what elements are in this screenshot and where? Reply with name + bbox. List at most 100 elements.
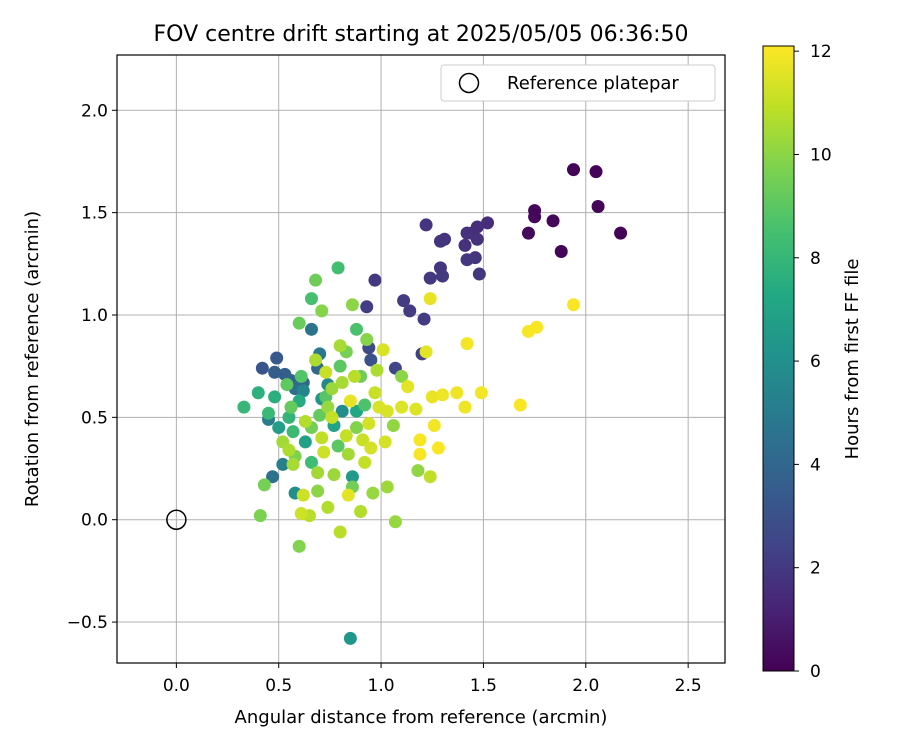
colorbar-ticks: 0 2 4 6 8 10 12 xyxy=(794,42,832,682)
scatter-point xyxy=(313,408,327,422)
scatter-point xyxy=(358,398,372,412)
reference-platepar-marker xyxy=(166,509,187,530)
colorbar-tick-label: 4 xyxy=(810,455,821,475)
legend-marker xyxy=(458,72,480,94)
scatter-point xyxy=(435,388,449,402)
y-tick-label: 0.5 xyxy=(81,408,108,428)
scatter-point xyxy=(325,410,339,424)
scatter-point xyxy=(354,505,368,519)
colorbar-label: Hours from first FF file xyxy=(842,259,863,460)
scatter-point xyxy=(419,218,433,232)
scatter-point xyxy=(309,273,323,287)
scatter-point xyxy=(413,447,427,461)
scatter-point xyxy=(472,267,486,281)
scatter-point xyxy=(350,322,364,336)
x-axis-label: Angular distance from reference (arcmin) xyxy=(235,707,608,728)
scatter-point xyxy=(567,298,581,312)
scatter-point xyxy=(364,441,378,455)
colorbar xyxy=(762,45,795,672)
scatter-point xyxy=(425,390,439,404)
scatter-point xyxy=(395,369,409,383)
scatter-point xyxy=(331,439,345,453)
scatter-point xyxy=(253,509,267,523)
scatter-point xyxy=(327,468,341,482)
scatter-point xyxy=(370,363,384,377)
scatter-point xyxy=(341,488,355,502)
scatter-point xyxy=(272,421,286,435)
scatter-point xyxy=(358,455,372,469)
scatter-point xyxy=(360,300,374,314)
scatter-point xyxy=(304,455,318,469)
x-tick-label: 2.5 xyxy=(675,676,702,696)
scatter-point xyxy=(474,386,488,400)
scatter-point xyxy=(280,378,294,392)
scatter-point xyxy=(255,361,269,375)
scatter-point xyxy=(311,466,325,480)
scatter-point xyxy=(591,199,605,213)
scatter-point xyxy=(335,404,349,418)
chart-title: FOV centre drift starting at 2025/05/05 … xyxy=(154,22,689,47)
colorbar-tick-label: 6 xyxy=(810,352,821,372)
scatter-point xyxy=(294,369,308,383)
scatter-point xyxy=(317,445,331,459)
y-tick-label: 1.0 xyxy=(81,306,108,326)
scatter-point xyxy=(341,447,355,461)
scatter-point xyxy=(397,294,411,308)
plot-frame xyxy=(116,54,726,664)
scatter-point xyxy=(266,470,280,484)
scatter-point xyxy=(450,386,464,400)
colorbar-tick-label: 8 xyxy=(810,249,821,269)
scatter-point xyxy=(403,304,417,318)
scatter-point xyxy=(368,386,382,400)
scatter-point xyxy=(345,470,359,484)
scatter-point xyxy=(360,333,374,347)
y-axis-label: Rotation from reference (arcmin) xyxy=(22,211,43,507)
scatter-point xyxy=(423,271,437,285)
scatter-point xyxy=(413,433,427,447)
scatter-point xyxy=(298,435,312,449)
scatter-point xyxy=(343,394,357,408)
x-tick-label: 1.0 xyxy=(368,676,395,696)
x-axis-ticks: 0.0 0.5 1.0 1.5 2.0 2.5 xyxy=(163,663,702,696)
colorbar-tick-label: 2 xyxy=(810,559,821,579)
scatter-point xyxy=(460,253,474,267)
scatter-point xyxy=(268,365,282,379)
scatter-point xyxy=(366,486,380,500)
scatter-point xyxy=(364,353,378,367)
scatter-point xyxy=(614,226,628,240)
scatter-point xyxy=(282,410,296,424)
x-tick-label: 0.0 xyxy=(163,676,190,696)
x-tick-label: 0.5 xyxy=(265,676,292,696)
scatter-point xyxy=(292,316,306,330)
scatter-point xyxy=(554,245,568,259)
scatter-point xyxy=(395,400,409,414)
legend: Reference platepar xyxy=(440,64,716,102)
y-tick-label: −0.5 xyxy=(67,613,108,633)
scatter-point xyxy=(270,351,284,365)
scatter-point xyxy=(460,226,474,240)
scatter-point xyxy=(521,226,535,240)
scatter-point xyxy=(380,404,394,418)
scatter-point xyxy=(286,425,300,439)
scatter-point xyxy=(284,400,298,414)
scatter-point xyxy=(423,292,437,306)
scatter-point xyxy=(296,384,310,398)
scatter-point xyxy=(257,478,271,492)
scatter-point xyxy=(237,400,251,414)
scatter-points xyxy=(237,163,628,645)
scatter-point xyxy=(419,345,433,359)
scatter-point xyxy=(298,414,312,428)
scatter-point xyxy=(401,380,415,394)
scatter-point xyxy=(458,238,472,252)
scatter-point xyxy=(356,433,370,447)
scatter-point xyxy=(294,507,308,521)
scatter-point xyxy=(325,382,339,396)
scatter-point xyxy=(333,359,347,373)
scatter-point xyxy=(321,400,335,414)
scatter-point xyxy=(319,365,333,379)
scatter-point xyxy=(315,304,329,318)
scatter-point xyxy=(589,165,603,179)
scatter-point xyxy=(368,273,382,287)
scatter-point xyxy=(335,376,349,390)
